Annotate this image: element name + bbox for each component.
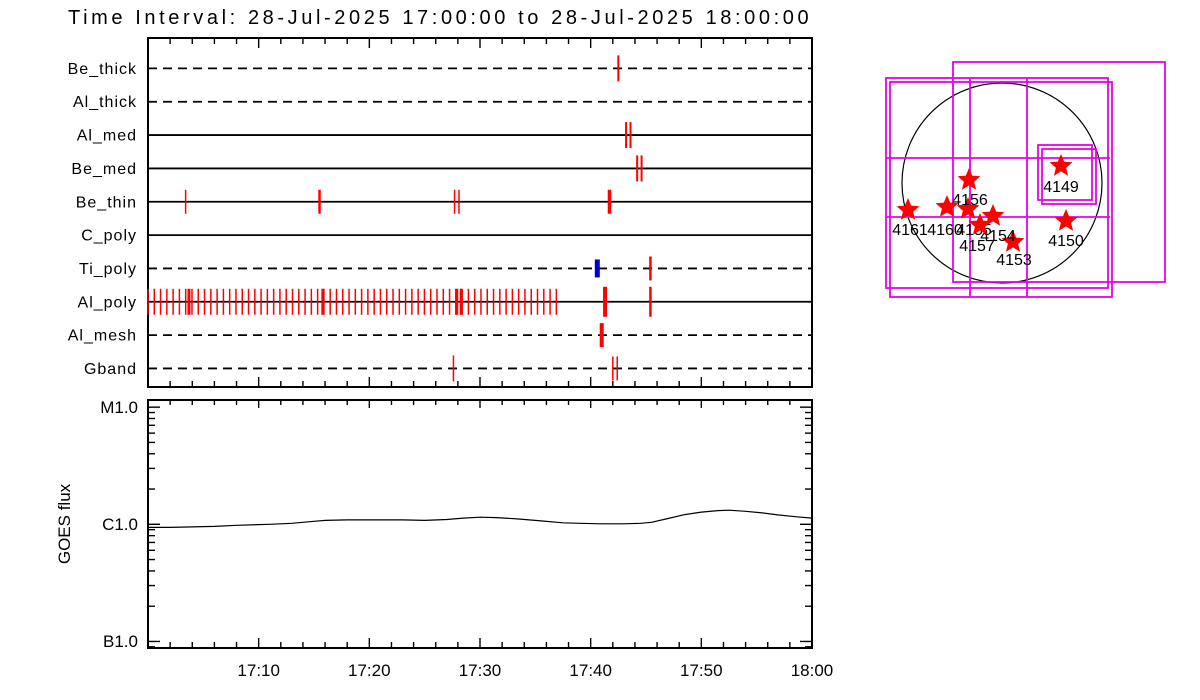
xtick-label-1740: 17:40: [569, 661, 612, 680]
xtick-label-1800: 18:00: [791, 661, 834, 680]
active-region-label-4150: 4150: [1048, 233, 1084, 250]
active-region-label-4154: 4154: [980, 228, 1016, 245]
active-region-star-4156: [957, 168, 981, 190]
row-label-gband: Gband: [84, 361, 137, 378]
goes-ylabel: GOES flux: [55, 483, 74, 564]
ytick-label-m1: M1.0: [100, 398, 138, 417]
row-label-be_thin: Be_thin: [76, 194, 137, 211]
active-region-star-4157: [968, 213, 992, 235]
fov-rect: [885, 77, 1109, 289]
row-label-ti_poly: Ti_poly: [79, 261, 137, 278]
fov-rect: [1037, 144, 1093, 201]
row-label-be_med: Be_med: [71, 161, 137, 178]
active-region-star-4150: [1054, 209, 1078, 231]
fov-rect: [1041, 148, 1097, 205]
active-region-star-4153: [1001, 230, 1025, 252]
row-label-al_mesh: Al_mesh: [68, 328, 137, 345]
goes-flux-curve: [148, 509, 813, 528]
active-region-star-4149: [1049, 154, 1073, 176]
timeline-frame: [147, 37, 813, 388]
active-region-label-4161: 4161: [892, 222, 928, 239]
active-region-star-4161: [896, 198, 920, 220]
solar-limb-circle: [901, 82, 1103, 284]
active-region-label-4149: 4149: [1043, 179, 1079, 196]
fov-rect: [952, 61, 1166, 283]
active-region-label-4157: 4157: [959, 238, 995, 255]
active-region-label-4156: 4156: [952, 192, 988, 209]
ytick-label-c1: C1.0: [102, 515, 138, 534]
row-label-al_poly: Al_poly: [78, 294, 137, 311]
active-region-star-4154: [981, 204, 1005, 226]
active-region-star-4160: [935, 195, 959, 217]
row-label-c_poly: C_poly: [81, 228, 137, 245]
xtick-label-1710: 17:10: [237, 661, 280, 680]
active-region-label-4153: 4153: [996, 252, 1032, 269]
xtick-label-1750: 17:50: [680, 661, 723, 680]
generated-plot-geometry: Be_thick Al_thick Al_med Be_med Be_thin C_pol…: [68, 37, 1166, 649]
active-region-star-4155: [956, 197, 980, 219]
row-label-al_thick: Al_thick: [73, 94, 137, 111]
page-title: Time Interval: 28-Jul-2025 17:00:00 to 2…: [68, 7, 812, 29]
row-label-be_thick: Be_thick: [68, 61, 137, 78]
xtick-label-1730: 17:30: [459, 661, 502, 680]
active-region-label-4160: 4160: [927, 222, 963, 239]
goes-frame: [147, 399, 813, 649]
fov-rect: [889, 81, 1113, 298]
row-label-al_med: Al_med: [77, 128, 137, 145]
ytick-label-b1: B1.0: [103, 632, 138, 651]
xtick-label-1720: 17:20: [348, 661, 391, 680]
